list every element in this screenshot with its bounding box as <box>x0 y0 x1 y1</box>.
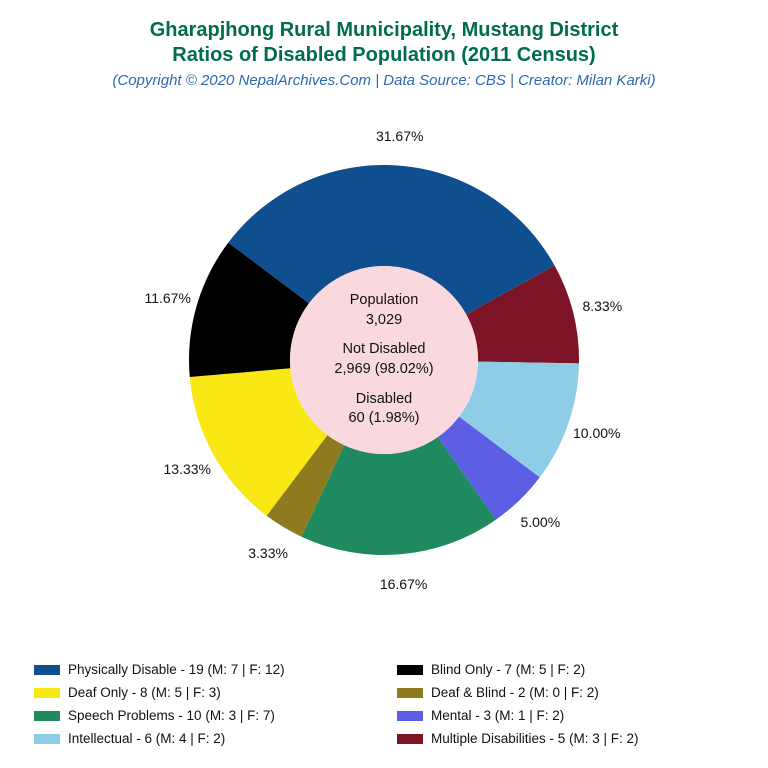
slice-label-multiple_disabilities: 8.33% <box>582 298 622 314</box>
legend-text: Mental - 3 (M: 1 | F: 2) <box>431 708 564 723</box>
legend-swatch <box>397 688 423 698</box>
slice-label-mental: 5.00% <box>520 514 560 530</box>
legend-text: Speech Problems - 10 (M: 3 | F: 7) <box>68 708 275 723</box>
legend-item: Blind Only - 7 (M: 5 | F: 2) <box>397 662 734 677</box>
legend-swatch <box>34 665 60 675</box>
legend-text: Multiple Disabilities - 5 (M: 3 | F: 2) <box>431 731 639 746</box>
legend-swatch <box>397 734 423 744</box>
donut-chart: Population 3,029 Not Disabled 2,969 (98.… <box>124 100 644 620</box>
slice-label-blind_only: 11.67% <box>144 290 190 306</box>
legend-swatch <box>397 665 423 675</box>
slice-label-speech_problems: 16.67% <box>380 576 427 592</box>
legend-text: Deaf & Blind - 2 (M: 0 | F: 2) <box>431 685 599 700</box>
legend-item: Intellectual - 6 (M: 4 | F: 2) <box>34 731 371 746</box>
center-disabled-label: Disabled <box>349 390 420 410</box>
legend-swatch <box>34 711 60 721</box>
center-notdisabled-label: Not Disabled <box>334 340 433 360</box>
center-disabled-value: 60 (1.98%) <box>349 409 420 429</box>
slice-label-physically_disable: 31.67% <box>376 128 423 144</box>
legend-item: Deaf Only - 8 (M: 5 | F: 3) <box>34 685 371 700</box>
donut-center: Population 3,029 Not Disabled 2,969 (98.… <box>290 266 478 454</box>
legend-swatch <box>397 711 423 721</box>
center-population-label: Population <box>350 291 419 311</box>
legend-text: Intellectual - 6 (M: 4 | F: 2) <box>68 731 225 746</box>
center-notdisabled-value: 2,969 (98.02%) <box>334 360 433 380</box>
legend-text: Blind Only - 7 (M: 5 | F: 2) <box>431 662 585 677</box>
chart-header: Gharapjhong Rural Municipality, Mustang … <box>0 0 768 89</box>
slice-label-deaf_and_blind: 3.33% <box>248 545 288 561</box>
legend-text: Physically Disable - 19 (M: 7 | F: 12) <box>68 662 285 677</box>
legend-item: Physically Disable - 19 (M: 7 | F: 12) <box>34 662 371 677</box>
slice-label-deaf_only: 13.33% <box>163 461 210 477</box>
legend-item: Speech Problems - 10 (M: 3 | F: 7) <box>34 708 371 723</box>
legend-swatch <box>34 734 60 744</box>
chart-subtitle: (Copyright © 2020 NepalArchives.Com | Da… <box>0 72 768 89</box>
chart-legend: Physically Disable - 19 (M: 7 | F: 12) Bl… <box>34 662 734 746</box>
legend-item: Deaf & Blind - 2 (M: 0 | F: 2) <box>397 685 734 700</box>
chart-title-line2: Ratios of Disabled Population (2011 Cens… <box>0 43 768 68</box>
legend-item: Multiple Disabilities - 5 (M: 3 | F: 2) <box>397 731 734 746</box>
legend-swatch <box>34 688 60 698</box>
chart-title-line1: Gharapjhong Rural Municipality, Mustang … <box>0 18 768 43</box>
center-population-value: 3,029 <box>350 311 419 331</box>
legend-text: Deaf Only - 8 (M: 5 | F: 3) <box>68 685 221 700</box>
slice-label-intellectual: 10.00% <box>573 425 620 441</box>
legend-item: Mental - 3 (M: 1 | F: 2) <box>397 708 734 723</box>
